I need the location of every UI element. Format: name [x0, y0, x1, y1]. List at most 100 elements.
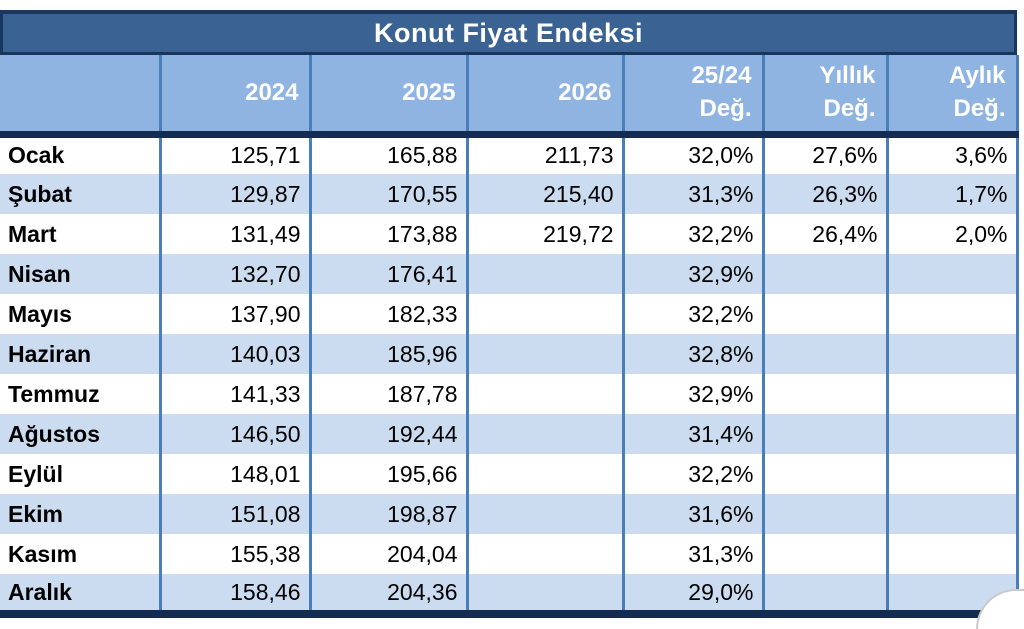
value-cell	[887, 414, 1019, 454]
month-cell: Ocak	[0, 134, 162, 174]
value-cell: 211,73	[467, 134, 625, 174]
header-line: Değ.	[953, 94, 1006, 122]
value-cell: 146,50	[160, 414, 312, 454]
value-cell	[887, 374, 1019, 414]
value-cell: 26,4%	[763, 214, 889, 254]
header-row: 2024 2025 2026 25/24 Değ. Yıllık Değ.	[0, 55, 1019, 138]
column-header-2024: 2024	[160, 55, 312, 138]
value-cell: 141,33	[160, 374, 312, 414]
value-cell	[887, 494, 1019, 534]
header-line: Değ.	[823, 94, 876, 122]
table-row: Mart 131,49 173,88 219,72 32,2% 26,4% 2,0%	[0, 214, 1019, 254]
value-cell	[763, 374, 889, 414]
value-cell: 131,49	[160, 214, 312, 254]
value-cell: 165,88	[310, 134, 469, 174]
table-row: Ocak 125,71 165,88 211,73 32,0% 27,6% 3,6%	[0, 134, 1019, 174]
value-cell	[467, 414, 625, 454]
value-cell: 176,41	[310, 254, 469, 294]
month-cell: Ekim	[0, 494, 162, 534]
value-cell: 158,46	[160, 574, 312, 614]
table-row: Kasım 155,38 204,04 31,3%	[0, 534, 1019, 574]
header-line: Değ.	[699, 94, 752, 122]
value-cell: 125,71	[160, 134, 312, 174]
value-cell: 32,0%	[623, 134, 765, 174]
value-cell: 32,9%	[623, 374, 765, 414]
value-cell	[467, 374, 625, 414]
value-cell	[467, 574, 625, 614]
column-header-monthly-change: Aylık Değ.	[887, 55, 1019, 138]
value-cell: 132,70	[160, 254, 312, 294]
value-cell: 195,66	[310, 454, 469, 494]
value-cell	[467, 254, 625, 294]
value-cell: 182,33	[310, 294, 469, 334]
value-cell: 185,96	[310, 334, 469, 374]
month-cell: Mayıs	[0, 294, 162, 334]
value-cell: 204,04	[310, 534, 469, 574]
month-cell: Haziran	[0, 334, 162, 374]
value-cell: 137,90	[160, 294, 312, 334]
value-cell: 140,03	[160, 334, 312, 374]
value-cell	[763, 534, 889, 574]
value-cell: 32,2%	[623, 454, 765, 494]
month-cell: Mart	[0, 214, 162, 254]
value-cell	[763, 334, 889, 374]
table-title: Konut Fiyat Endeksi	[373, 17, 644, 48]
value-cell: 32,2%	[623, 214, 765, 254]
value-cell: 2,0%	[887, 214, 1019, 254]
value-cell	[763, 494, 889, 534]
month-cell: Temmuz	[0, 374, 162, 414]
value-cell: 148,01	[160, 454, 312, 494]
table-header: 2024 2025 2026 25/24 Değ. Yıllık Değ.	[0, 55, 1019, 138]
table-row: Ekim 151,08 198,87 31,6%	[0, 494, 1019, 534]
value-cell	[887, 334, 1019, 374]
value-cell: 32,9%	[623, 254, 765, 294]
table-title-bar: Konut Fiyat Endeksi	[0, 10, 1017, 55]
value-cell	[467, 294, 625, 334]
value-cell: 31,6%	[623, 494, 765, 534]
index-table-body: Ocak 125,71 165,88 211,73 32,0% 27,6% 3,6% Şuba…	[0, 134, 1019, 614]
header-line: Yıllık	[819, 62, 876, 90]
value-cell: 155,38	[160, 534, 312, 574]
value-cell	[887, 294, 1019, 334]
table-row: Nisan 132,70 176,41 32,9%	[0, 254, 1019, 294]
value-cell: 32,8%	[623, 334, 765, 374]
value-cell: 192,44	[310, 414, 469, 454]
value-cell	[467, 494, 625, 534]
value-cell: 3,6%	[887, 134, 1019, 174]
value-cell	[763, 414, 889, 454]
month-cell: Aralık	[0, 574, 162, 614]
table-row: Ağustos 146,50 192,44 31,4%	[0, 414, 1019, 454]
value-cell: 31,4%	[623, 414, 765, 454]
value-cell: 170,55	[310, 174, 469, 214]
value-cell: 29,0%	[623, 574, 765, 614]
table-row: Temmuz 141,33 187,78 32,9%	[0, 374, 1019, 414]
value-cell	[763, 574, 889, 614]
value-cell: 151,08	[160, 494, 312, 534]
value-cell	[887, 254, 1019, 294]
value-cell: 31,3%	[623, 534, 765, 574]
value-cell	[763, 454, 889, 494]
table-row: Haziran 140,03 185,96 32,8%	[0, 334, 1019, 374]
table-row: Aralık 158,46 204,36 29,0%	[0, 574, 1019, 614]
month-cell: Eylül	[0, 454, 162, 494]
month-cell: Kasım	[0, 534, 162, 574]
header-line: 25/24	[691, 62, 752, 90]
value-cell: 26,3%	[763, 174, 889, 214]
value-cell: 31,3%	[623, 174, 765, 214]
value-cell	[887, 454, 1019, 494]
value-cell: 215,40	[467, 174, 625, 214]
table-row: Şubat 129,87 170,55 215,40 31,3% 26,3% 1,7%	[0, 174, 1019, 214]
table-row: Mayıs 137,90 182,33 32,2%	[0, 294, 1019, 334]
value-cell: 173,88	[310, 214, 469, 254]
column-header-yearly-change: Yıllık Değ.	[763, 55, 889, 138]
value-cell	[763, 294, 889, 334]
value-cell: 187,78	[310, 374, 469, 414]
value-cell	[763, 254, 889, 294]
header-line: Aylık	[949, 62, 1006, 90]
column-header-2026: 2026	[467, 55, 625, 138]
month-cell: Ağustos	[0, 414, 162, 454]
value-cell	[467, 454, 625, 494]
value-cell: 32,2%	[623, 294, 765, 334]
month-cell: Nisan	[0, 254, 162, 294]
